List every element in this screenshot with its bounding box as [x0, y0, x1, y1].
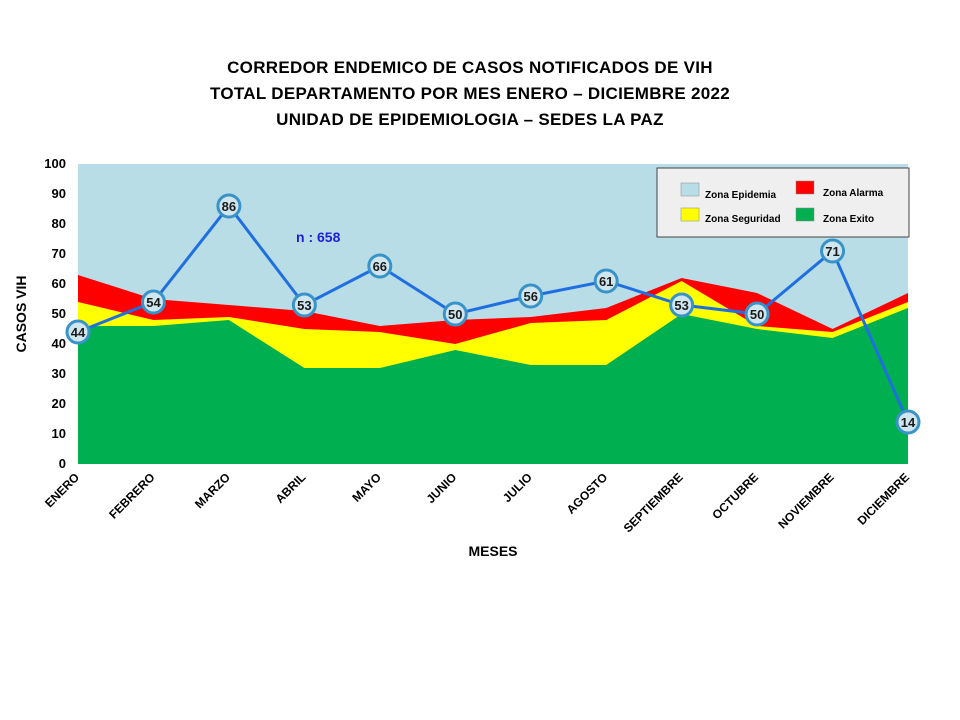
y-tick-label: 40: [52, 336, 66, 351]
data-point-marker: [140, 289, 166, 315]
y-tick-label: 70: [52, 246, 66, 261]
data-point: 14: [895, 409, 921, 435]
data-point-label: 14: [901, 415, 916, 430]
data-point-marker: [518, 283, 544, 309]
data-point-marker: [744, 301, 770, 327]
data-point: 50: [442, 301, 468, 327]
data-point: 53: [291, 292, 317, 318]
legend-label: Zona Exito: [823, 214, 874, 225]
data-point-marker: [291, 292, 317, 318]
y-tick-label: 100: [44, 156, 66, 171]
data-point: 66: [367, 253, 393, 279]
data-point: 61: [593, 268, 619, 294]
legend-box: [656, 167, 910, 238]
data-point-marker: [367, 253, 393, 279]
chart-title-line-3: UNIDAD DE EPIDEMIOLOGIA – SEDES LA PAZ: [276, 110, 664, 129]
y-tick-label: 50: [52, 306, 66, 321]
zones-layer: [78, 164, 908, 464]
legend-label: Zona Alarma: [823, 188, 884, 199]
y-tick-label: 20: [52, 396, 66, 411]
data-point: 56: [518, 283, 544, 309]
y-tick-label: 80: [52, 216, 66, 231]
sample-size-annotation: n : 658: [296, 229, 341, 245]
y-tick-label: 90: [52, 186, 66, 201]
data-point-label: 71: [825, 244, 839, 259]
legend-label: Zona Epidemia: [705, 190, 777, 201]
y-tick-label: 0: [59, 456, 66, 471]
zone-area-3: [78, 308, 908, 464]
y-axis-title: CASOS VIH: [13, 275, 29, 352]
x-tick-label: DICIEMBRE: [855, 470, 913, 528]
x-tick-label: OCTUBRE: [709, 470, 761, 522]
data-point-marker: [895, 409, 921, 435]
x-tick-label: AGOSTO: [564, 470, 611, 517]
x-tick-label: JUNIO: [424, 470, 460, 506]
data-point-label: 54: [146, 295, 161, 310]
data-point-marker: [216, 193, 242, 219]
data-point: 71: [820, 238, 846, 264]
data-point: 86: [216, 193, 242, 219]
x-axis-title: MESES: [468, 543, 517, 559]
points-layer: 44 54 86 53 66 50 56 61 53 50 71 14: [65, 193, 921, 435]
legend-label: Zona Seguridad: [705, 214, 781, 225]
data-point-label: 53: [297, 298, 311, 313]
data-point-label: 56: [523, 289, 537, 304]
data-point-label: 61: [599, 274, 613, 289]
series-line: [77, 203, 910, 423]
x-tick-label: MAYO: [349, 470, 384, 505]
data-point-marker: [442, 301, 468, 327]
x-tick-label: JULIO: [500, 470, 535, 505]
legend-swatch: [680, 182, 700, 197]
x-tick-label: SEPTIEMBRE: [621, 470, 686, 535]
legend-swatch: [680, 207, 700, 222]
data-point-label: 53: [674, 298, 688, 313]
y-tick-label: 60: [52, 276, 66, 291]
data-point-marker: [820, 238, 846, 264]
data-point-marker: [65, 319, 91, 345]
y-tick-label: 30: [52, 366, 66, 381]
chart-title-line-2: TOTAL DEPARTAMENTO POR MES ENERO – DICIE…: [209, 84, 731, 103]
data-point: 50: [744, 301, 770, 327]
x-tick-label: MARZO: [192, 470, 233, 511]
data-point-marker: [593, 268, 619, 294]
legend-swatch: [795, 180, 815, 195]
chart-title-line-1: CORREDOR ENDEMICO DE CASOS NOTIFICADOS D…: [227, 58, 713, 77]
x-tick-label: NOVIEMBRE: [775, 470, 836, 531]
x-tick-label: FEBRERO: [106, 470, 157, 521]
legend: Zona Epidemia Zona Alarma Zona Seguridad Zo…: [656, 167, 910, 238]
data-point-label: 44: [71, 325, 86, 340]
x-tick-label: ABRIL: [273, 470, 309, 506]
data-point-label: 50: [448, 307, 462, 322]
series-line-layer: [77, 203, 910, 423]
data-point-label: 66: [373, 259, 387, 274]
x-tick-label: ENERO: [42, 470, 82, 510]
data-point-label: 86: [222, 199, 236, 214]
data-point: 54: [140, 289, 166, 315]
legend-swatch: [795, 207, 815, 222]
data-point-marker: [669, 292, 695, 318]
data-point: 53: [669, 292, 695, 318]
data-point-label: 50: [750, 307, 764, 322]
y-tick-label: 10: [52, 426, 66, 441]
data-point: 44: [65, 319, 91, 345]
